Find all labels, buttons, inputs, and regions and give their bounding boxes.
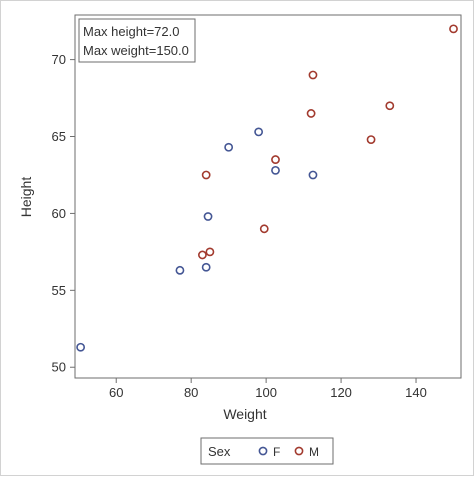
x-tick-label: 100 (255, 385, 277, 400)
y-tick-label: 65 (52, 129, 66, 144)
x-tick-label: 60 (109, 385, 123, 400)
y-axis-label: Height (18, 177, 34, 218)
data-point-m (201, 170, 211, 180)
data-point-m (308, 70, 318, 80)
data-point-m (385, 101, 395, 111)
y-axis-ticks: 50 55 60 65 70 (52, 52, 75, 375)
data-points (76, 24, 458, 352)
data-point-m (366, 135, 376, 144)
data-point-f (254, 127, 264, 137)
y-tick-label: 70 (52, 52, 66, 67)
data-point-f (271, 165, 280, 175)
data-point-m (306, 109, 316, 118)
x-axis-ticks: 60 80 100 120 140 (109, 378, 427, 400)
x-tick-label: 80 (184, 385, 198, 400)
data-point-f (224, 142, 234, 152)
legend-label-f: F (273, 445, 280, 459)
data-point-m (271, 155, 280, 164)
inset-box: Max height=72.0 Max weight=150.0 (78, 18, 196, 63)
plot-area (74, 14, 462, 379)
inset-line-max-weight: Max weight=150.0 (83, 43, 189, 58)
data-point-f (175, 265, 185, 275)
data-point-m (198, 250, 207, 260)
legend-title: Sex (208, 444, 231, 459)
data-point-f (203, 212, 213, 221)
legend-label-m: M (309, 445, 319, 459)
legend-marker-f (258, 446, 268, 456)
data-point-f (76, 342, 86, 352)
x-axis-label: Weight (223, 406, 266, 422)
y-tick-label: 55 (52, 283, 66, 298)
legend: Sex F M (200, 437, 334, 465)
x-tick-label: 120 (330, 385, 352, 400)
inset-line-max-height: Max height=72.0 (83, 24, 179, 39)
data-point-m (449, 24, 458, 34)
y-tick-label: 60 (52, 206, 66, 221)
data-point-m (259, 224, 269, 234)
data-point-f (201, 262, 211, 272)
data-point-m (205, 247, 215, 257)
legend-marker-m (294, 446, 304, 456)
data-point-f (308, 170, 318, 180)
y-tick-label: 50 (52, 360, 66, 375)
x-tick-label: 140 (405, 385, 427, 400)
